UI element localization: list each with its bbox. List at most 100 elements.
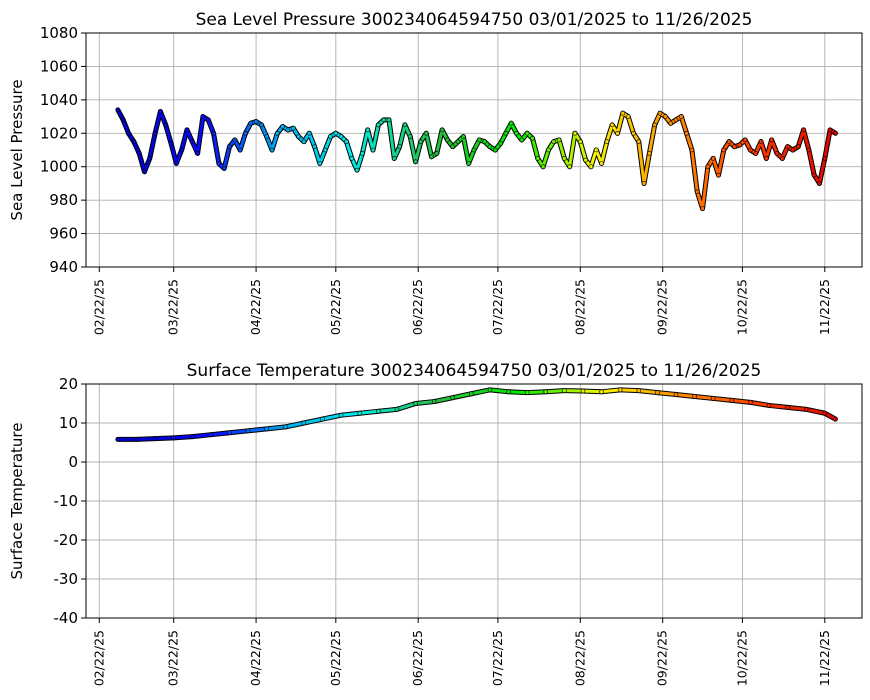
data-point <box>275 130 280 136</box>
data-point <box>126 130 131 136</box>
series-segment <box>212 131 221 165</box>
series-segment <box>371 123 380 152</box>
series-segment <box>408 135 418 164</box>
y-tick-label: 1020 <box>40 124 78 142</box>
data-point <box>205 117 211 123</box>
series-segment <box>507 390 529 395</box>
series-segment <box>716 148 726 177</box>
series-segment <box>759 140 768 160</box>
data-point <box>535 156 541 161</box>
data-point <box>466 161 471 166</box>
data-point <box>269 147 275 153</box>
data-point <box>147 156 153 161</box>
data-point <box>530 136 535 141</box>
x-tick-label: 11/22/25 <box>817 279 832 335</box>
data-point <box>264 134 270 139</box>
series-segment <box>344 140 354 160</box>
temperature-grid <box>86 383 862 619</box>
y-tick-label: 980 <box>49 191 78 209</box>
data-point <box>168 141 174 146</box>
series-segment <box>174 148 184 165</box>
series-segment <box>461 135 471 165</box>
temperature-y-axis-label: Surface Temperature <box>8 423 26 580</box>
data-point <box>216 161 222 166</box>
data-point <box>551 139 557 144</box>
x-tick-label: 10/22/25 <box>734 279 749 335</box>
series-segment <box>679 115 689 135</box>
data-point <box>290 125 296 131</box>
pressure-panel: 940 960 980 1000 1020 1040 1060 1080 02/22/25 03… <box>8 10 863 335</box>
data-point <box>360 151 365 156</box>
data-point <box>833 130 838 136</box>
data-point <box>134 437 139 442</box>
data-point <box>524 390 530 395</box>
data-point <box>785 405 790 410</box>
data-point <box>673 117 679 123</box>
y-tick-label: 1080 <box>40 24 78 42</box>
series-segment <box>323 135 332 152</box>
series-segment <box>616 111 625 135</box>
series-segment <box>557 138 566 160</box>
series-segment <box>153 436 176 441</box>
data-point <box>344 139 349 144</box>
data-point <box>827 127 833 133</box>
data-point <box>365 127 370 133</box>
data-point <box>469 391 474 397</box>
data-point <box>376 408 381 414</box>
data-point <box>174 161 179 166</box>
series-segment <box>376 407 399 413</box>
data-point <box>567 164 572 170</box>
series-segment <box>770 138 779 155</box>
series-segment <box>196 115 205 155</box>
data-point <box>562 388 567 393</box>
data-point <box>503 130 509 136</box>
data-point <box>487 144 493 149</box>
y-tick-label: 960 <box>49 225 78 243</box>
data-point <box>748 147 753 153</box>
data-point <box>301 139 307 144</box>
pressure-axes-frame <box>85 32 863 268</box>
series-segment <box>544 389 566 394</box>
series-segment <box>488 388 511 394</box>
pressure-y-ticks: 940 960 980 1000 1020 1040 1060 1080 <box>40 24 86 276</box>
data-point <box>152 130 158 136</box>
data-point <box>221 166 227 171</box>
series-segment <box>581 389 604 394</box>
series-segment <box>164 123 173 145</box>
series-segment <box>265 425 287 431</box>
data-point <box>407 134 413 139</box>
data-point <box>774 151 780 156</box>
data-point <box>158 109 163 114</box>
series-segment <box>321 413 343 421</box>
data-point <box>609 122 615 128</box>
data-point <box>338 134 344 139</box>
data-point <box>461 134 466 139</box>
temperature-y-ticks: -40 -30 -20 -10 0 10 20 <box>54 375 86 627</box>
data-point <box>200 114 206 119</box>
data-point <box>729 398 735 403</box>
data-point <box>184 127 190 133</box>
data-point <box>506 389 511 395</box>
series-segment <box>817 156 827 185</box>
data-point <box>673 392 679 397</box>
data-point <box>588 164 594 170</box>
series-segment <box>142 156 152 174</box>
x-tick-label: 08/22/25 <box>572 279 587 335</box>
data-point <box>710 156 716 161</box>
data-point <box>190 139 195 144</box>
data-point <box>357 410 363 416</box>
series-segment <box>807 148 816 177</box>
data-point <box>583 157 588 163</box>
data-point <box>748 400 753 405</box>
series-segment <box>424 131 433 159</box>
data-point <box>434 151 440 156</box>
data-point <box>801 127 806 133</box>
y-tick-label: 1000 <box>40 158 78 176</box>
series-segment <box>238 131 247 152</box>
series-segment <box>802 128 811 152</box>
data-point <box>455 139 461 144</box>
data-point <box>208 432 214 438</box>
data-point <box>811 172 817 178</box>
data-point <box>710 396 716 401</box>
